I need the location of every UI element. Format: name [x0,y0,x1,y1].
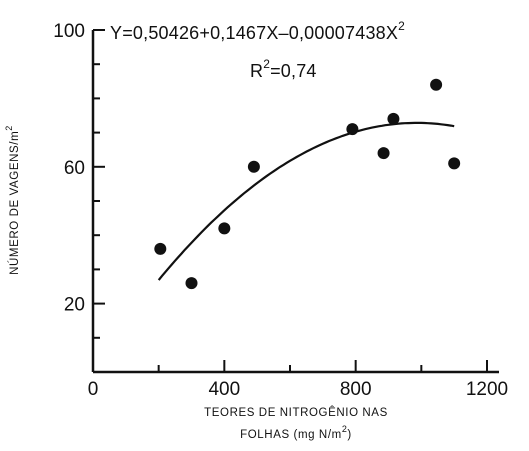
x-tick-label: 0 [88,379,99,400]
equation-label: Y=0,50426+0,1467X–0,00007438X2 [110,19,405,43]
y-axis-label: NÚMERO DE VAGENS/m2 [4,125,21,275]
x-tick-label: 400 [208,379,240,400]
data-point [430,78,443,91]
fit-curve [157,121,455,281]
data-point [218,222,231,235]
data-point [448,157,461,170]
data-points [154,78,461,290]
data-point [247,160,260,173]
data-point [154,242,167,255]
data-point [377,147,390,160]
x-axis-label-line2: FOLHAS (mg N/m2) [240,424,352,441]
fit-curve-layer [157,121,455,281]
r-squared-label: R2=0,74 [250,57,317,81]
y-tick-label: 60 [64,158,85,179]
axes: 20 60 100 0 400 800 1200 [53,21,508,400]
x-axis-label-line1: TEORES DE NITROGÊNIO NAS [204,406,388,419]
x-tick-label: 800 [340,379,372,400]
data-point [387,112,400,125]
data-point [346,123,359,136]
y-tick-label: 20 [64,295,85,316]
chart-text: Y=0,50426+0,1467X–0,00007438X2 R2=0,74 T… [4,19,405,441]
data-point [185,277,198,290]
y-tick-label: 100 [53,21,85,42]
x-tick-label: 1200 [466,379,508,400]
